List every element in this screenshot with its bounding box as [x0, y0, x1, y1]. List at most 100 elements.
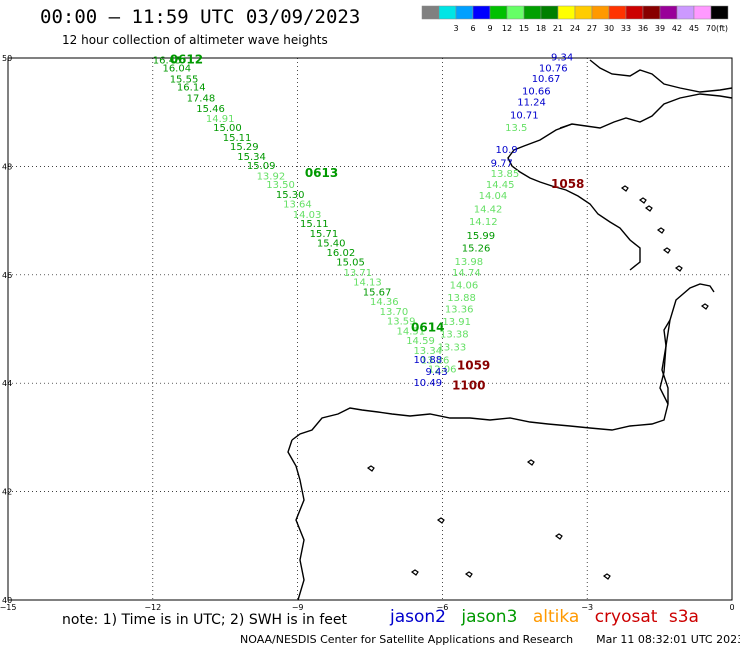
page-subtitle: 12 hour collection of altimeter wave hei…	[62, 33, 328, 47]
coastline	[589, 59, 733, 93]
wave-height-value: 10.88	[413, 355, 442, 366]
wave-height-value: 9.43	[426, 367, 448, 378]
map-frame	[7, 57, 733, 601]
page-title: 00:00 – 11:59 UTC 03/09/2023	[40, 6, 361, 28]
wave-height-value: 14.45	[486, 180, 515, 191]
legend-jason2: jason2	[390, 607, 446, 627]
wave-height-value: 14.04	[479, 191, 508, 202]
scale-swatch	[591, 5, 610, 20]
wave-height-value: 13.98	[454, 257, 483, 268]
wave-height-value: 13.71	[343, 268, 372, 279]
wave-height-value: 11.24	[517, 98, 546, 109]
scale-label: 6	[470, 24, 475, 33]
scale-swatch	[693, 5, 712, 20]
pass-time-label: 0613	[305, 166, 338, 180]
wave-height-value: 15.55	[170, 74, 199, 85]
pass-time-label: 1059	[457, 359, 490, 373]
legend-jason3: jason3	[461, 607, 518, 627]
wave-height-value: 13.38	[440, 330, 469, 341]
wave-height-value: 15.29	[230, 142, 259, 153]
scale-swatch	[540, 5, 559, 20]
wave-height-value: 15.05	[336, 258, 365, 269]
wave-height-value: 13.59	[387, 317, 416, 328]
coastline	[291, 283, 715, 441]
wave-height-value: 14.59	[406, 336, 435, 347]
lat-label: 40	[2, 596, 12, 605]
pass-time-label: 0614	[411, 321, 444, 335]
lon-label: −15	[0, 603, 16, 612]
island	[638, 197, 647, 204]
wave-height-value: 15.67	[363, 287, 392, 298]
island	[526, 459, 535, 466]
island	[644, 205, 653, 212]
wave-height-value: 13.33	[438, 343, 467, 354]
wave-height-value: 13.91	[442, 317, 471, 328]
wave-height-value: 14.13	[353, 278, 382, 289]
island	[656, 227, 665, 234]
credit-line: NOAA/NESDIS Center for Satellite Applica…	[240, 633, 740, 646]
wave-height-value: 15.34	[237, 152, 266, 163]
pass-time-label: 0612	[170, 52, 203, 66]
wave-height-value: 13.64	[283, 200, 312, 211]
coastline	[659, 319, 671, 405]
legend-altika: altika	[532, 607, 580, 627]
wave-height-value: 17.48	[187, 93, 216, 104]
scale-label: 3	[453, 24, 458, 33]
lat-label: 42	[2, 488, 12, 497]
wave-height-value: 14.03	[293, 210, 322, 221]
legend-cryosat: cryosat	[594, 607, 658, 627]
scale-label: 9	[487, 24, 492, 33]
scale-swatch	[421, 5, 440, 20]
wave-height-value: 13.92	[257, 171, 286, 182]
wave-height-color-scale: 3 6 9 12 15 18 21 24 27 30 33 36 39 42 45 70 (ft)	[421, 5, 729, 33]
wave-height-value: 10.71	[510, 111, 539, 122]
wave-height-value: 15.99	[467, 231, 496, 242]
scale-label: 12	[502, 24, 512, 33]
lat-label: 44	[2, 379, 12, 388]
scale-unit: (ft)	[716, 24, 728, 33]
wave-height-value: 15.09	[247, 161, 276, 172]
wave-height-value: 15.46	[196, 104, 225, 115]
scale-label: 21	[553, 24, 563, 33]
island	[464, 571, 473, 578]
island	[674, 265, 683, 272]
wave-height-value: 14.91	[206, 114, 235, 125]
pass-time-label: 1100	[452, 379, 485, 393]
scale-swatch	[506, 5, 525, 20]
scale-swatch	[659, 5, 678, 20]
wave-height-value: 10.66	[522, 86, 551, 97]
coastline	[287, 439, 305, 601]
scale-label: 36	[638, 24, 648, 33]
coastline	[507, 93, 733, 271]
wave-height-value: 15.71	[310, 229, 339, 240]
island	[700, 303, 709, 310]
wave-height-value: 10.67	[532, 74, 561, 85]
credit-org: NOAA/NESDIS Center for Satellite Applica…	[240, 633, 574, 646]
wave-height-value: 15.30	[276, 190, 305, 201]
wave-height-value: 14.42	[474, 204, 503, 215]
lat-label: 50	[2, 54, 12, 63]
lon-label: −12	[144, 603, 161, 612]
coastline	[559, 123, 573, 129]
wave-height-value: 13.50	[266, 180, 295, 191]
scale-swatch	[523, 5, 542, 20]
scale-swatch	[676, 5, 695, 20]
credit-date: Mar 11 08:32:01 UTC 2023	[596, 633, 740, 646]
lon-label: 0	[729, 603, 734, 612]
lon-label: −6	[437, 603, 449, 612]
island	[366, 465, 375, 472]
wave-height-value: 13.70	[380, 307, 409, 318]
lon-label: −3	[581, 603, 593, 612]
wave-height-value: 13.5	[505, 123, 527, 134]
scale-swatch	[472, 5, 491, 20]
wave-height-value: 10.76	[539, 64, 568, 75]
wave-height-value: 10.49	[413, 378, 442, 389]
scale-swatch	[608, 5, 627, 20]
wave-height-value: 15.11	[300, 219, 329, 230]
note-text: note: 1) Time is in UTC; 2) SWH is in fe…	[62, 612, 348, 628]
island	[620, 185, 629, 192]
wave-height-value: 14.36	[370, 297, 399, 308]
scale-label: 30	[604, 24, 614, 33]
wave-height-value: 13.36	[445, 305, 474, 316]
scale-swatch	[557, 5, 576, 20]
